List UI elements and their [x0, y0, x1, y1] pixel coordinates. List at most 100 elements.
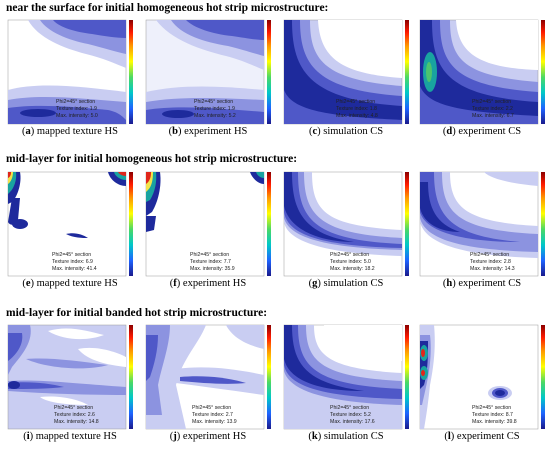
odf-plot-d: Phi2=45° section Texture index: 2.2 Max.…	[419, 19, 539, 125]
odf-plot-a: Phi2=45° section Texture index: 1.9 Max.…	[7, 19, 127, 125]
caption-letter-a: a	[25, 126, 31, 137]
colorbar-l	[541, 325, 545, 429]
colorbar-h	[541, 172, 545, 276]
caption-letter-l: l	[447, 431, 451, 442]
section-title-surface: near the surface for initial homogeneous…	[6, 2, 329, 14]
caption-h: (h) experiment CS	[442, 278, 522, 289]
panel-j: Phi2=45° section Texture index: 2.7 Max.…	[145, 324, 276, 442]
section-label-d: Phi2=45° section	[472, 99, 511, 105]
max-intensity-i: Max. intensity: 14.8	[54, 419, 99, 425]
panel-i: Phi2=45° section Texture index: 2.6 Max.…	[7, 324, 138, 442]
caption-text-k: simulation CS	[323, 431, 384, 442]
texture-index-j: Texture index: 2.7	[192, 412, 233, 418]
max-intensity-a: Max. intensity: 5.0	[56, 113, 98, 119]
section-label-a: Phi2=45° section	[56, 99, 95, 105]
caption-letter-g: g	[312, 278, 318, 289]
caption-text-c: simulation CS	[323, 126, 384, 137]
odf-plot-c: Phi2=45° section Texture index: 1.8 Max.…	[283, 19, 403, 125]
odf-plot-g: Phi2=45° section Texture index: 5.0 Max.…	[283, 171, 403, 277]
panel-e: Phi2=45° section Texture index: 6.9 Max.…	[7, 171, 138, 289]
caption-letter-e: e	[25, 278, 31, 289]
section-label-c: Phi2=45° section	[336, 99, 375, 105]
colorbar-b	[267, 20, 271, 124]
texture-index-k: Texture index: 5.2	[330, 412, 371, 418]
max-intensity-l: Max. intensity: 39.8	[472, 419, 517, 425]
section-label-b: Phi2=45° section	[194, 99, 233, 105]
max-intensity-f: Max. intensity: 35.9	[190, 266, 235, 272]
section-label-g: Phi2=45° section	[330, 252, 369, 258]
max-intensity-c: Max. intensity: 4.8	[336, 113, 378, 119]
caption-letter-b: b	[172, 126, 178, 137]
colorbar-i	[129, 325, 133, 429]
caption-letter-h: h	[446, 278, 453, 289]
panel-l: Phi2=45° section Texture index: 8.7 Max.…	[419, 324, 550, 442]
panel-a: Phi2=45° section Texture index: 1.9 Max.…	[7, 19, 138, 137]
caption-l: (l) experiment CS	[444, 431, 520, 442]
max-intensity-g: Max. intensity: 18.2	[330, 266, 375, 272]
panel-k: Phi2=45° section Texture index: 5.2 Max.…	[283, 324, 414, 442]
odf-plot-i: Phi2=45° section Texture index: 2.6 Max.…	[7, 324, 127, 430]
texture-index-a: Texture index: 1.9	[56, 106, 97, 112]
colorbar-k	[405, 325, 409, 429]
caption-a: (a) mapped texture HS	[22, 126, 118, 137]
section-label-j: Phi2=45° section	[192, 405, 231, 411]
caption-text-d: experiment CS	[458, 126, 522, 137]
texture-index-b: Texture index: 1.9	[194, 106, 235, 112]
panel-g: Phi2=45° section Texture index: 5.0 Max.…	[283, 171, 414, 289]
max-intensity-b: Max. intensity: 5.2	[194, 113, 236, 119]
caption-letter-i: i	[26, 431, 30, 442]
caption-i: (i) mapped texture HS	[23, 431, 117, 442]
panel-d: Phi2=45° section Texture index: 2.2 Max.…	[419, 19, 550, 137]
odf-plot-l: Phi2=45° section Texture index: 8.7 Max.…	[419, 324, 539, 430]
caption-letter-j: j	[173, 431, 177, 442]
caption-letter-c: c	[312, 126, 318, 137]
section-title-mid-banded: mid-layer for initial banded hot strip m…	[6, 307, 268, 319]
section-label-h: Phi2=45° section	[470, 252, 509, 258]
caption-text-b: experiment HS	[184, 126, 248, 137]
texture-index-d: Texture index: 2.2	[472, 106, 513, 112]
section-label-i: Phi2=45° section	[54, 405, 93, 411]
max-intensity-h: Max. intensity: 14.3	[470, 266, 515, 272]
max-intensity-k: Max. intensity: 17.6	[330, 419, 375, 425]
texture-index-i: Texture index: 2.6	[54, 412, 95, 418]
caption-text-g: simulation CS	[323, 278, 384, 289]
caption-e: (e) mapped texture HS	[22, 278, 118, 289]
odf-plot-f: Phi2=45° section Texture index: 7.7 Max.…	[145, 171, 265, 277]
odf-plot-e: Phi2=45° section Texture index: 6.9 Max.…	[7, 171, 127, 277]
colorbar-g	[405, 172, 409, 276]
texture-index-h: Texture index: 2.8	[470, 259, 511, 265]
caption-text-l: experiment CS	[456, 431, 520, 442]
caption-text-a: mapped texture HS	[36, 126, 118, 137]
caption-k: (k) simulation CS	[308, 431, 384, 442]
section-label-e: Phi2=45° section	[52, 252, 91, 258]
odf-plot-b: Phi2=45° section Texture index: 1.9 Max.…	[145, 19, 265, 125]
caption-f: (f) experiment HS	[169, 278, 247, 289]
texture-index-g: Texture index: 5.0	[330, 259, 371, 265]
colorbar-a	[129, 20, 133, 124]
caption-letter-k: k	[311, 431, 318, 442]
texture-index-c: Texture index: 1.8	[336, 106, 377, 112]
colorbar-d	[541, 20, 545, 124]
max-intensity-d: Max. intensity: 6.7	[472, 113, 514, 119]
max-intensity-j: Max. intensity: 13.9	[192, 419, 237, 425]
texture-index-e: Texture index: 6.9	[52, 259, 93, 265]
caption-text-e: mapped texture HS	[36, 278, 118, 289]
caption-d: (d) experiment CS	[442, 126, 522, 137]
colorbar-f	[267, 172, 271, 276]
odf-plot-j: Phi2=45° section Texture index: 2.7 Max.…	[145, 324, 265, 430]
caption-j: (j) experiment HS	[169, 431, 247, 442]
panel-h: Phi2=45° section Texture index: 2.8 Max.…	[419, 171, 550, 289]
odf-plot-k: Phi2=45° section Texture index: 5.2 Max.…	[283, 324, 403, 430]
colorbar-e	[129, 172, 133, 276]
caption-b: (b) experiment HS	[168, 126, 248, 137]
caption-letter-d: d	[446, 126, 453, 137]
caption-g: (g) simulation CS	[308, 278, 384, 289]
colorbar-c	[405, 20, 409, 124]
section-label-f: Phi2=45° section	[190, 252, 229, 258]
section-label-l: Phi2=45° section	[472, 405, 511, 411]
caption-c: (c) simulation CS	[308, 126, 384, 137]
caption-text-h: experiment CS	[458, 278, 522, 289]
colorbar-j	[267, 325, 271, 429]
texture-index-l: Texture index: 8.7	[472, 412, 513, 418]
max-intensity-e: Max. intensity: 41.4	[52, 266, 97, 272]
